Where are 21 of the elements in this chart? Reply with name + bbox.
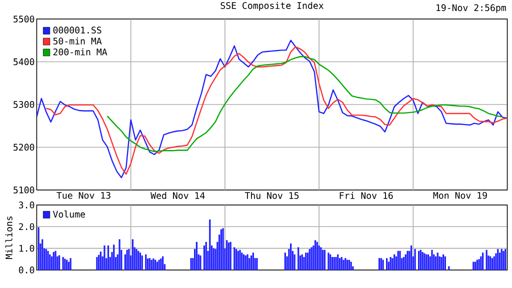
y-tick-label: 5400: [14, 58, 34, 66]
y-tick-label: 0.0: [18, 266, 34, 274]
x-tick-label: Mon Nov 19: [433, 192, 487, 199]
chart-title: SSE Composite Index: [220, 2, 324, 11]
x-tick-label: Thu Nov 15: [244, 192, 299, 199]
y-tick-label: 3.0: [18, 202, 34, 208]
y-axis-title: Millions: [5, 216, 12, 259]
x-tick-label: Tue Nov 13: [56, 192, 110, 199]
y-tick-label: 1.0: [19, 244, 34, 252]
y-tick-label: 5300: [14, 101, 34, 108]
y-tick-label: 2.0: [19, 223, 34, 230]
x-tick-label: Fri Nov 16: [340, 192, 393, 199]
legend-label: Volume: [52, 210, 85, 218]
y-tick-label: 5500: [14, 16, 34, 22]
y-tick-label: 5100: [14, 186, 34, 194]
text: 19-Nov 2:56pm: [436, 4, 506, 13]
legend-label: 50-min MA: [53, 37, 102, 44]
y-tick-label: 5200: [14, 144, 34, 151]
legend-label: 000001.SS: [53, 26, 102, 34]
legend-label: 200-min MA: [53, 48, 108, 56]
x-tick-label: Wed Nov 14: [150, 192, 205, 199]
